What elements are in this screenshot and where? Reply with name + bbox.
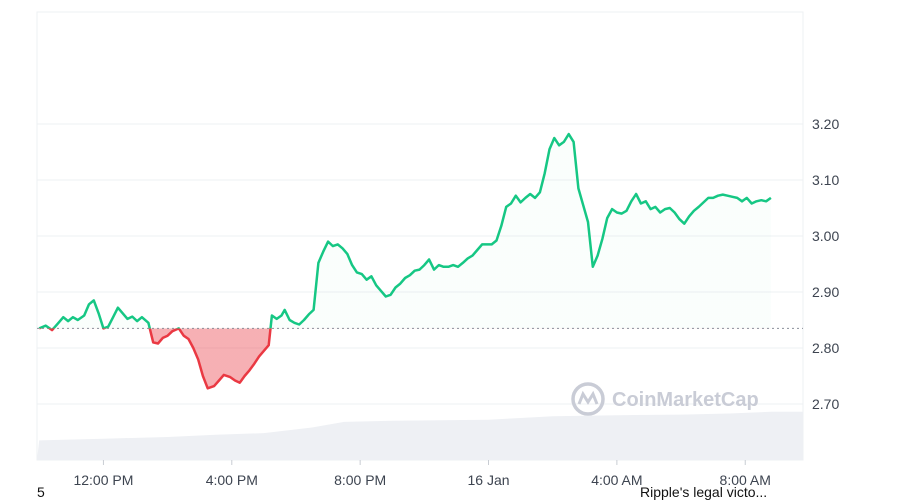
y-tick-label: 3.00 [812, 228, 839, 244]
y-axis: 3.20 3.10 3.00 2.90 2.80 2.70 [812, 116, 839, 412]
x-tick-label: 12:00 PM [73, 472, 133, 488]
y-tick-label: 2.80 [812, 340, 839, 356]
x-axis: 12:00 PM 4:00 PM 8:00 PM 16 Jan 4:00 AM 8:00 … [73, 460, 771, 488]
footer-left-label: 5 [37, 484, 45, 500]
x-tick-label: 8:00 PM [334, 472, 386, 488]
x-tick-label: 4:00 PM [206, 472, 258, 488]
coinmarketcap-logo-icon [571, 382, 605, 416]
price-line-above-baseline [38, 132, 772, 329]
y-tick-label: 3.20 [812, 116, 839, 132]
area-below-baseline [39, 328, 771, 389]
x-tick-label: 16 Jan [467, 472, 509, 488]
news-headline-link[interactable]: Ripple's legal victo... [640, 484, 768, 500]
y-tick-label: 3.10 [812, 172, 839, 188]
area-above-baseline [39, 134, 771, 329]
watermark-text: CoinMarketCap [612, 389, 759, 411]
x-tick-label: 8:00 AM [720, 472, 771, 488]
price-line-below-baseline [39, 328, 272, 390]
y-tick-label: 2.70 [812, 396, 839, 412]
watermark: CoinMarketCap [571, 382, 759, 416]
volume-area [37, 411, 803, 460]
y-tick-label: 2.90 [812, 284, 839, 300]
x-tick-label: 4:00 AM [591, 472, 642, 488]
volume-bars [37, 411, 803, 460]
